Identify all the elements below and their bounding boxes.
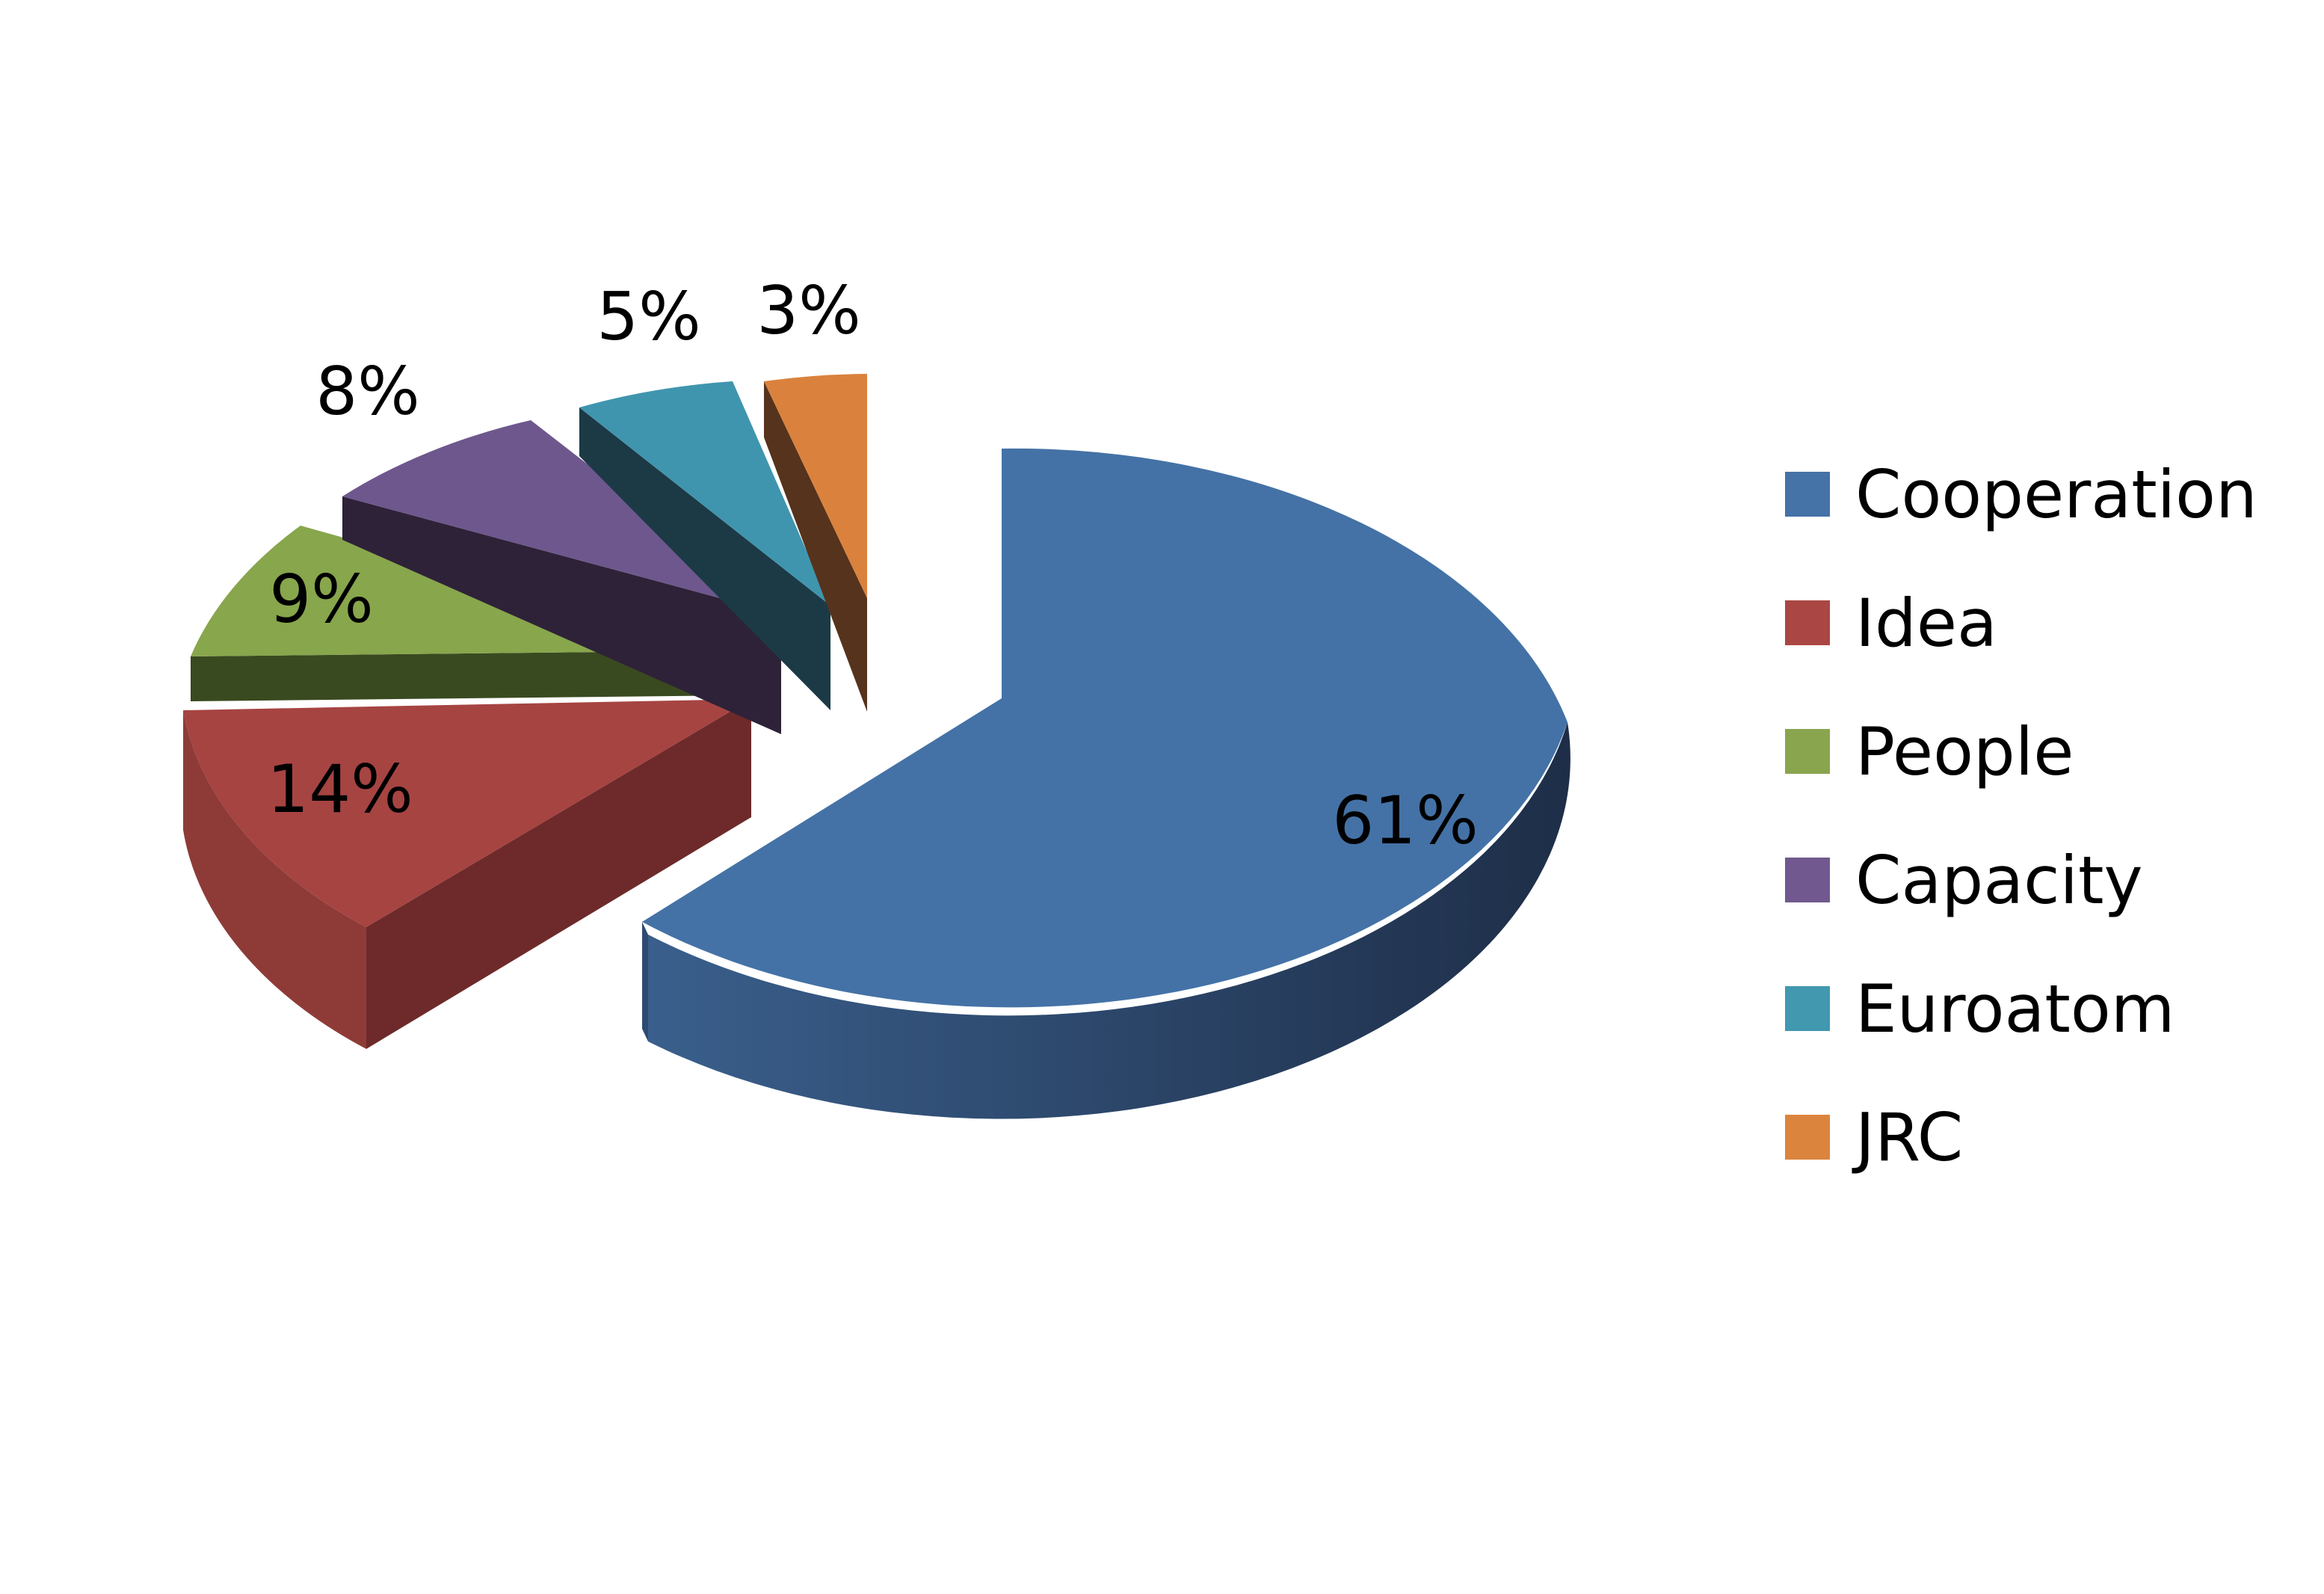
- legend-swatch-jrc: [1785, 1115, 1830, 1160]
- data-label-euroatom: 5%: [597, 278, 701, 355]
- legend-label-capacity: Capacity: [1855, 841, 2143, 919]
- legend-swatch-cooperation: [1785, 472, 1830, 517]
- data-label-capacity: 8%: [315, 353, 420, 430]
- data-label-idea: 14%: [267, 751, 413, 828]
- data-label-jrc: 3%: [756, 272, 861, 349]
- legend-item-people: People: [1785, 687, 2308, 816]
- slice-people-side: [191, 650, 746, 701]
- legend-swatch-idea: [1785, 600, 1830, 645]
- slice-euroatom-top: [579, 381, 830, 606]
- legend-swatch-euroatom: [1785, 986, 1830, 1031]
- slice-capacity-side: [342, 496, 781, 734]
- slice-capacity-top: [342, 420, 781, 615]
- legend-item-idea: Idea: [1785, 558, 2308, 687]
- legend-swatch-capacity: [1785, 858, 1830, 902]
- legend-item-capacity: Capacity: [1785, 816, 2308, 944]
- pie-slice-jrc: [764, 374, 867, 712]
- pie-slice-euroatom: [579, 381, 830, 710]
- slice-jrc-top: [764, 374, 867, 598]
- legend-label-euroatom: Euroatom: [1855, 970, 2175, 1047]
- slice-cooperation-side-front: [642, 922, 648, 1041]
- pie-slice-cooperation: [642, 448, 1571, 1119]
- slice-cooperation-side-right: [648, 722, 1571, 1119]
- legend-item-euroatom: Euroatom: [1785, 944, 2308, 1073]
- legend-item-jrc: JRC: [1785, 1073, 2308, 1201]
- slice-euroatom-side: [579, 407, 830, 710]
- data-label-people: 9%: [269, 561, 374, 638]
- slice-cooperation-top: [642, 448, 1568, 1008]
- pie-slice-capacity: [342, 420, 781, 734]
- slice-idea-top: [183, 699, 751, 927]
- legend-item-cooperation: Cooperation: [1785, 430, 2308, 558]
- slice-idea-side-left: [183, 710, 366, 1049]
- legend-label-cooperation: Cooperation: [1855, 455, 2257, 533]
- chart-legend: Cooperation Idea People Capacity Euroatom JRC: [1785, 430, 2308, 1201]
- pie-slice-idea: [183, 699, 751, 1049]
- legend-label-idea: Idea: [1855, 584, 1997, 662]
- legend-swatch-people: [1785, 729, 1830, 774]
- slice-idea-side-cut: [366, 699, 751, 1049]
- slice-jrc-side: [764, 381, 867, 712]
- data-label-cooperation: 61%: [1332, 782, 1479, 859]
- legend-label-people: People: [1855, 713, 2074, 790]
- legend-label-jrc: JRC: [1855, 1098, 1964, 1176]
